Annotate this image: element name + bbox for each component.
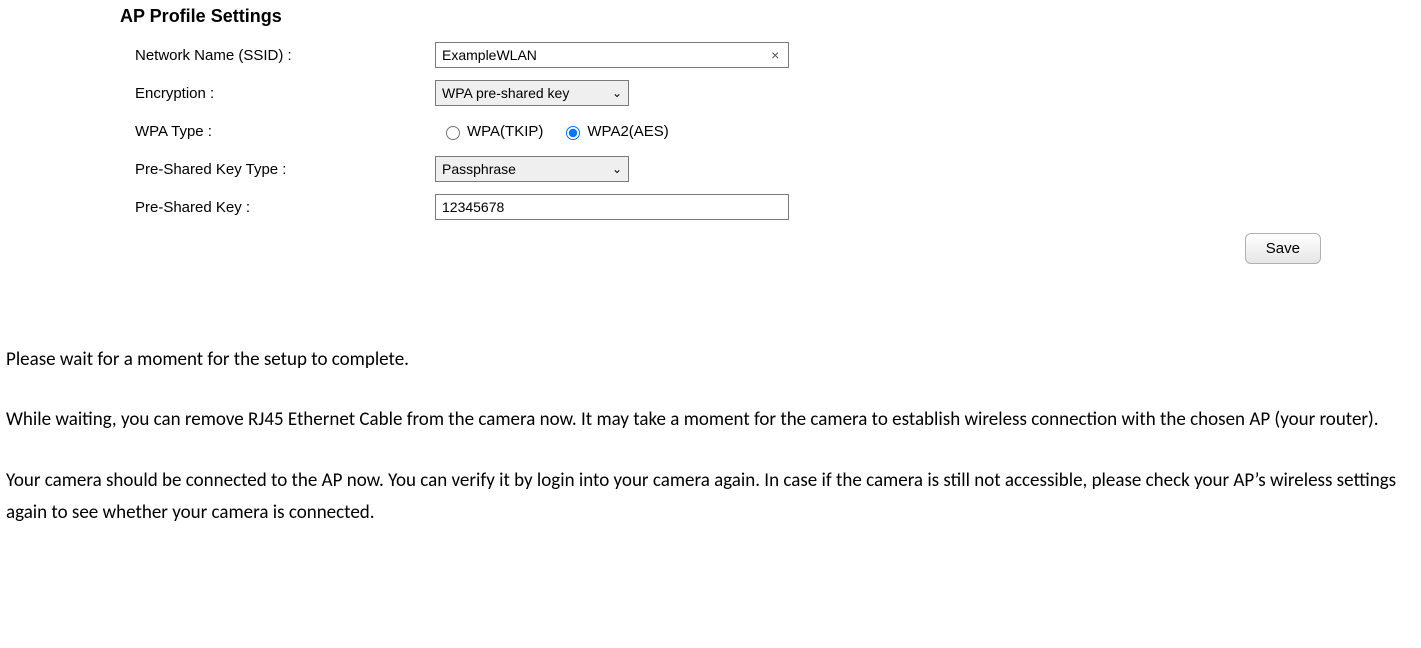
radio-wpa-tkip[interactable]: WPA(TKIP) [441,123,543,140]
row-psk-type: Pre-Shared Key Type : Passphrase ⌄ [120,151,1421,187]
row-psk: Pre-Shared Key : [120,189,1421,225]
psk-input[interactable] [435,194,789,220]
label-ssid: Network Name (SSID) : [120,47,435,64]
psk-type-select[interactable]: Passphrase ⌄ [435,156,629,182]
chevron-down-icon: ⌄ [612,87,622,99]
save-button[interactable]: Save [1245,233,1321,264]
radio-wpa2-aes[interactable]: WPA2(AES) [561,123,668,140]
psk-type-selected-value: Passphrase [442,161,516,177]
radio-wpa2-aes-input[interactable] [566,126,580,140]
chevron-down-icon: ⌄ [612,163,622,175]
wpa-type-radio-group: WPA(TKIP) WPA2(AES) [435,123,1421,140]
clear-ssid-icon[interactable]: × [771,47,779,63]
instructions-block: Please wait for a moment for the setup t… [6,344,1415,529]
instructions-p2: While waiting, you can remove RJ45 Ether… [6,404,1415,436]
label-psk: Pre-Shared Key : [120,199,435,216]
label-wpa-type: WPA Type : [120,123,435,140]
ssid-input[interactable] [435,42,789,68]
encryption-selected-value: WPA pre-shared key [442,85,569,101]
radio-wpa-tkip-input[interactable] [446,126,460,140]
ap-profile-settings-panel: AP Profile Settings Network Name (SSID) … [120,6,1421,264]
row-encryption: Encryption : WPA pre-shared key ⌄ [120,75,1421,111]
radio-wpa-tkip-label: WPA(TKIP) [467,123,543,140]
row-ssid: Network Name (SSID) : × [120,37,1421,73]
instructions-p1: Please wait for a moment for the setup t… [6,344,1415,376]
encryption-select[interactable]: WPA pre-shared key ⌄ [435,80,629,106]
panel-title: AP Profile Settings [120,6,1421,27]
label-encryption: Encryption : [120,85,435,102]
label-psk-type: Pre-Shared Key Type : [120,161,435,178]
radio-wpa2-aes-label: WPA2(AES) [587,123,668,140]
instructions-p3: Your camera should be connected to the A… [6,465,1415,530]
row-wpa-type: WPA Type : WPA(TKIP) WPA2(AES) [120,113,1421,149]
